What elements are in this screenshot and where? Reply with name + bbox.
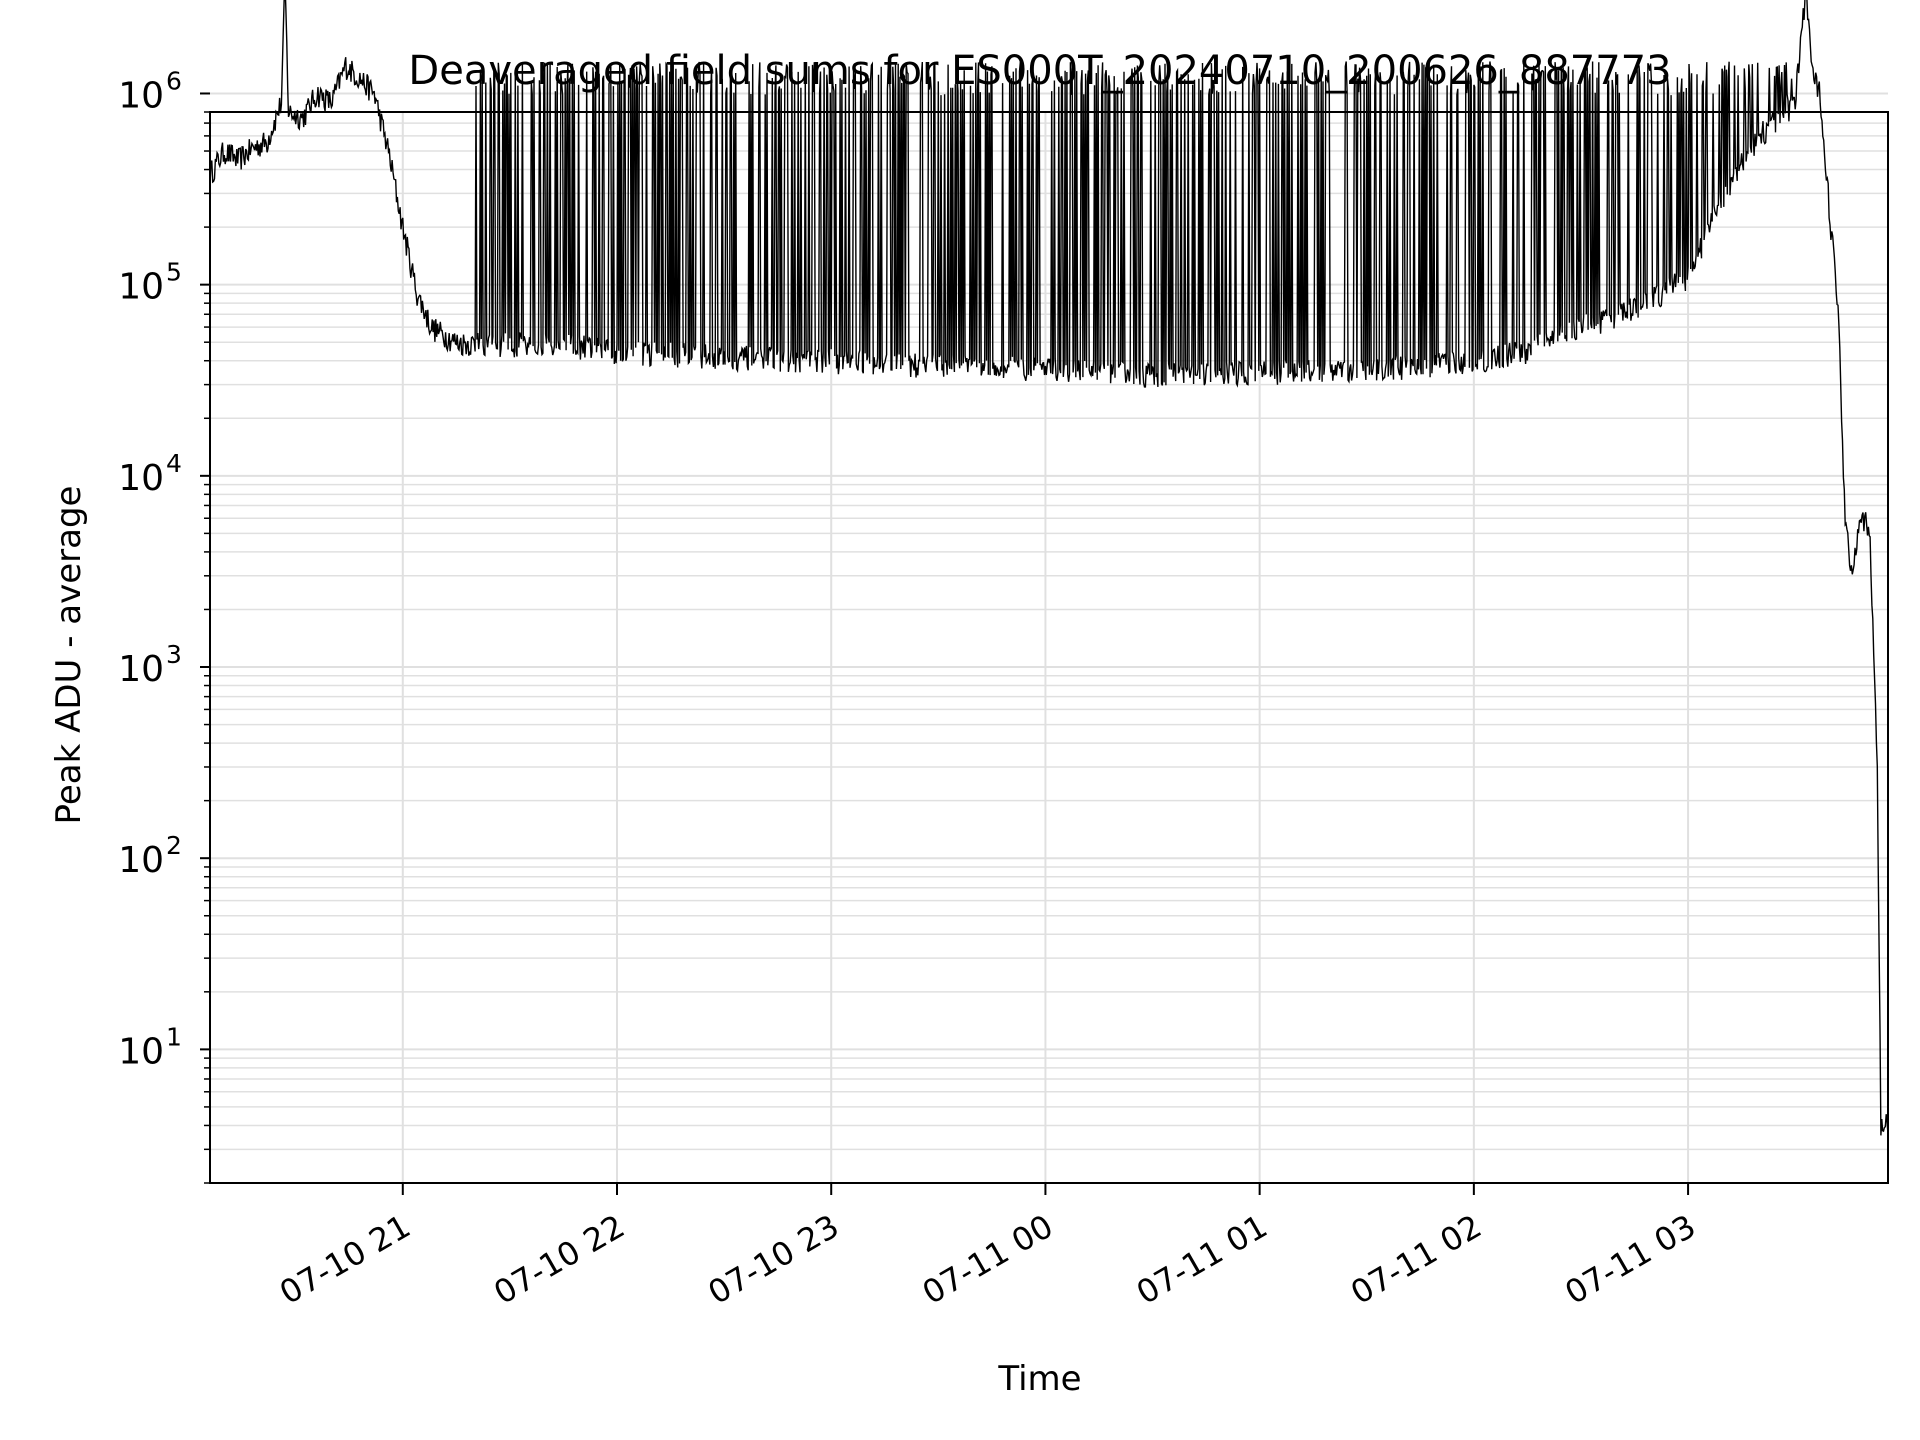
x-axis-label: Time bbox=[997, 1359, 1081, 1399]
x-tick-label: 07-11 03 bbox=[1558, 1207, 1702, 1312]
y-tick-label: 10 bbox=[118, 649, 164, 690]
y-tick-exponent: 3 bbox=[166, 640, 182, 669]
y-axis-label: Peak ADU - average bbox=[49, 486, 89, 825]
series-path bbox=[209, 0, 1889, 1136]
x-tick-label: 07-11 02 bbox=[1344, 1207, 1488, 1312]
x-tick-label: 07-10 23 bbox=[702, 1207, 846, 1312]
y-tick-label: 10 bbox=[118, 458, 164, 499]
y-tick-label: 10 bbox=[118, 840, 164, 881]
y-tick-exponent: 5 bbox=[166, 258, 182, 287]
y-tick-label: 10 bbox=[118, 1031, 164, 1072]
axes-frame bbox=[209, 111, 1889, 1184]
x-tick-label: 07-10 21 bbox=[273, 1207, 417, 1312]
y-tick-exponent: 2 bbox=[166, 831, 182, 860]
y-tick-exponent: 1 bbox=[166, 1022, 182, 1051]
y-tick-label: 10 bbox=[118, 75, 164, 116]
y-tick-exponent: 6 bbox=[166, 66, 182, 95]
x-tick-label: 07-11 00 bbox=[916, 1207, 1060, 1312]
x-tick-label: 07-11 01 bbox=[1130, 1207, 1274, 1312]
x-tick-label: 07-10 22 bbox=[487, 1207, 631, 1312]
series-line bbox=[209, 0, 1889, 1136]
chart-title: Deaveraged field sums for ES000T_2024071… bbox=[408, 48, 1671, 94]
y-tick-label: 10 bbox=[118, 267, 164, 308]
y-tick-exponent: 4 bbox=[166, 449, 182, 478]
